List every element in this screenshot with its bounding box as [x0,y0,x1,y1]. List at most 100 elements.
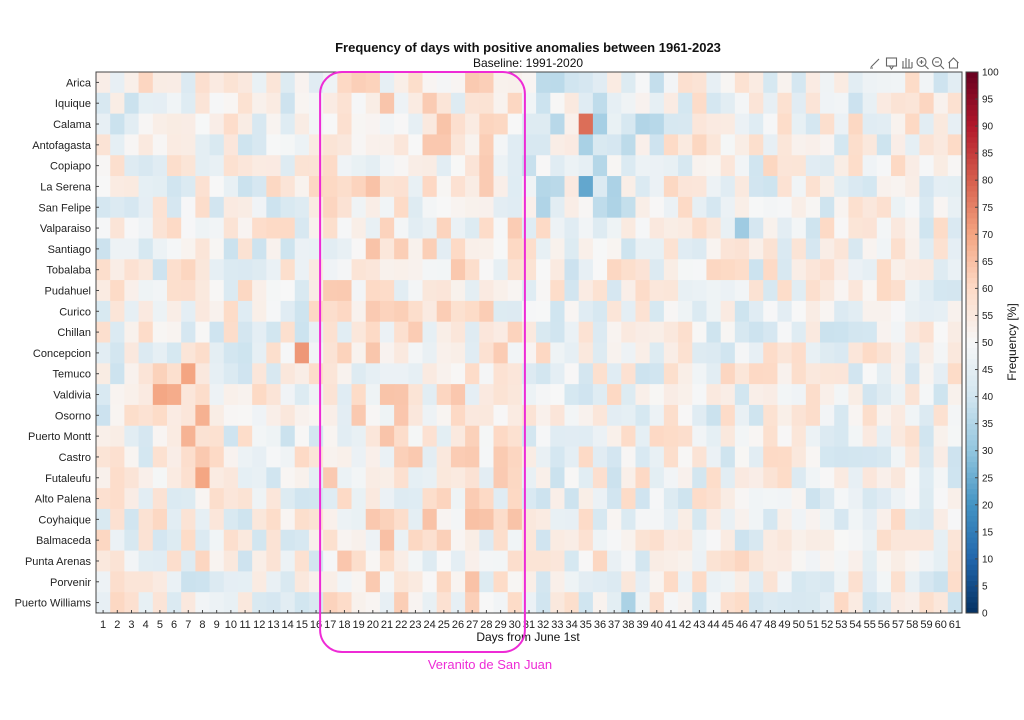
heatmap-cell [734,217,750,239]
heatmap-cell [734,425,750,447]
heatmap-cell [237,363,253,385]
heatmap-cell [862,446,878,468]
heatmap-cell [110,280,125,302]
pan-icon[interactable] [902,58,913,69]
heatmap-cell [408,259,423,281]
heatmap-cell [337,425,352,447]
heatmap-cell [734,72,750,94]
heatmap-cell [280,592,296,614]
heatmap-cell [720,529,736,551]
heatmap-cell [621,259,636,281]
heatmap-cell [734,280,750,302]
heatmap-cell [209,155,225,177]
colorbar-segment [966,402,978,408]
heatmap-cell [720,425,736,447]
heatmap-cell [209,321,225,343]
x-tick-label: 3 [128,619,134,631]
heatmap-cell [692,300,707,323]
zoom-out-icon[interactable] [931,56,945,70]
heatmap-cell [536,384,551,406]
heatmap-cell [763,72,778,94]
home-icon[interactable] [948,57,959,69]
heatmap-cell [365,321,381,343]
heatmap-cell [692,155,707,177]
datatip-icon[interactable] [885,57,898,70]
heatmap-cell [465,238,480,260]
heatmap-cell [493,508,509,531]
colorbar-segment [966,596,978,603]
heatmap-cell [578,280,594,302]
heatmap-cell [138,196,154,219]
colorbar-tick-label: 45 [982,365,994,376]
heatmap-cell [436,238,452,260]
heatmap-cell [876,363,892,385]
heatmap-cell [820,259,835,281]
heatmap-cell [166,196,182,219]
heatmap-cell [294,92,310,115]
heatmap-cell [862,280,878,302]
heatmap-cell [635,113,651,135]
heatmap-cell [394,113,409,135]
heatmap-cell [323,488,338,510]
heatmap-cell [805,488,821,510]
heatmap-cell [394,134,409,156]
colorbar-segment [966,521,978,527]
heatmap-cell [564,113,580,135]
heatmap-cell [678,280,693,302]
x-tick-label: 27 [466,619,478,631]
heatmap-cell [323,550,338,572]
heatmap-cell [308,488,324,510]
colorbar-tick-label: 85 [982,149,994,160]
heatmap-cell [848,592,864,614]
heatmap-cell [266,280,281,302]
heatmap-cell [479,384,494,406]
heatmap-cell [678,176,693,198]
heatmap-cell [536,217,551,239]
heatmap-cell [323,404,338,427]
heatmap-cell [96,384,111,406]
heatmap-cell [649,425,665,447]
heatmap-cell [564,238,580,260]
x-tick-label: 11 [239,619,250,631]
heatmap-cell [110,134,125,156]
heatmap-cell [223,113,239,135]
heatmap-cell [209,134,225,156]
heatmap-cell [905,176,920,198]
colorbar-label: Frequency [%] [1005,303,1019,380]
heatmap-cell [507,176,523,198]
heatmap-cell [763,217,778,239]
heatmap-cell [621,529,636,551]
heatmap-cell [110,404,125,427]
heatmap-cell [734,404,750,427]
heatmap-cell [110,342,125,364]
x-tick-label: 37 [608,619,620,631]
heatmap-cell [351,363,367,385]
heatmap-cell [848,217,864,239]
heatmap-cell [379,446,395,468]
heatmap-cell [678,155,693,177]
heatmap-cell [734,384,750,406]
heatmap-cell [933,196,949,219]
brush-icon[interactable] [870,58,880,69]
heatmap-cell [223,363,239,385]
heatmap-cell [479,259,494,281]
heatmap-cell [805,155,821,177]
heatmap-cell [479,488,494,510]
heatmap-cell [408,342,423,364]
heatmap-cell [152,238,168,260]
heatmap-cell [337,508,352,531]
heatmap-cell [166,363,182,385]
heatmap-cell [507,404,523,427]
heatmap-cell [96,196,111,219]
heatmap-cell [706,571,722,593]
x-tick-label: 54 [849,619,861,631]
heatmap-cell [550,321,565,343]
zoom-in-icon[interactable] [916,56,929,70]
heatmap-cell [621,467,636,489]
heatmap-cell [96,342,111,364]
heatmap-cell [635,300,651,323]
colorbar-segment [966,396,978,403]
x-tick-label: 58 [906,619,918,631]
heatmap-cells [96,72,963,614]
heatmap-cell [550,134,565,156]
